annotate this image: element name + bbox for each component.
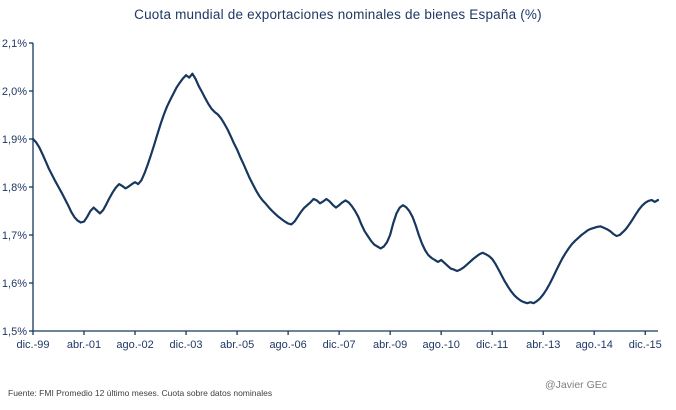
x-axis-tick-label: ago.-14 xyxy=(576,339,613,351)
y-axis-tick-label: 1,9% xyxy=(2,134,27,146)
x-axis-tick-label: dic.-07 xyxy=(323,339,356,351)
y-axis-tick-label: 1,7% xyxy=(2,230,27,242)
x-axis-tick-label: ago.-10 xyxy=(423,339,460,351)
x-axis-tick-label: dic.-99 xyxy=(16,339,49,351)
source-note: Fuente: FMI Promedio 12 último meses. Cu… xyxy=(8,388,273,398)
y-axis-tick-label: 1,8% xyxy=(2,182,27,194)
x-axis-tick-label: dic.-11 xyxy=(476,339,508,351)
data-line-espana xyxy=(31,72,660,305)
x-axis-tick-label: dic.-15 xyxy=(629,339,662,351)
y-axis-tick-label: 1,5% xyxy=(2,326,27,338)
x-axis-tick-label: abr.-01 xyxy=(67,339,101,351)
x-axis-tick-label: abr.-13 xyxy=(526,339,560,351)
x-axis-tick-label: abr.-09 xyxy=(373,339,407,351)
chart-title: Cuota mundial de exportaciones nominales… xyxy=(134,7,542,22)
x-axis-tick-label: dic.-03 xyxy=(170,339,203,351)
line-chart: 1,5% 1,6% 1,7% 1,8% 1,9% 2,0% 2,1% dic.-99 abr.-… xyxy=(2,38,662,351)
y-axis-tick-label: 1,6% xyxy=(2,278,27,290)
y-axis-tick-label: 2,0% xyxy=(2,86,27,98)
x-axis-tick-label: ago.-02 xyxy=(116,339,153,351)
x-axis-tick-label: abr.-05 xyxy=(220,339,254,351)
author-credit: @Javier GEc xyxy=(545,379,608,391)
x-axis-tick-label: ago.-06 xyxy=(269,339,306,351)
y-axis-tick-label: 2,1% xyxy=(2,38,27,50)
